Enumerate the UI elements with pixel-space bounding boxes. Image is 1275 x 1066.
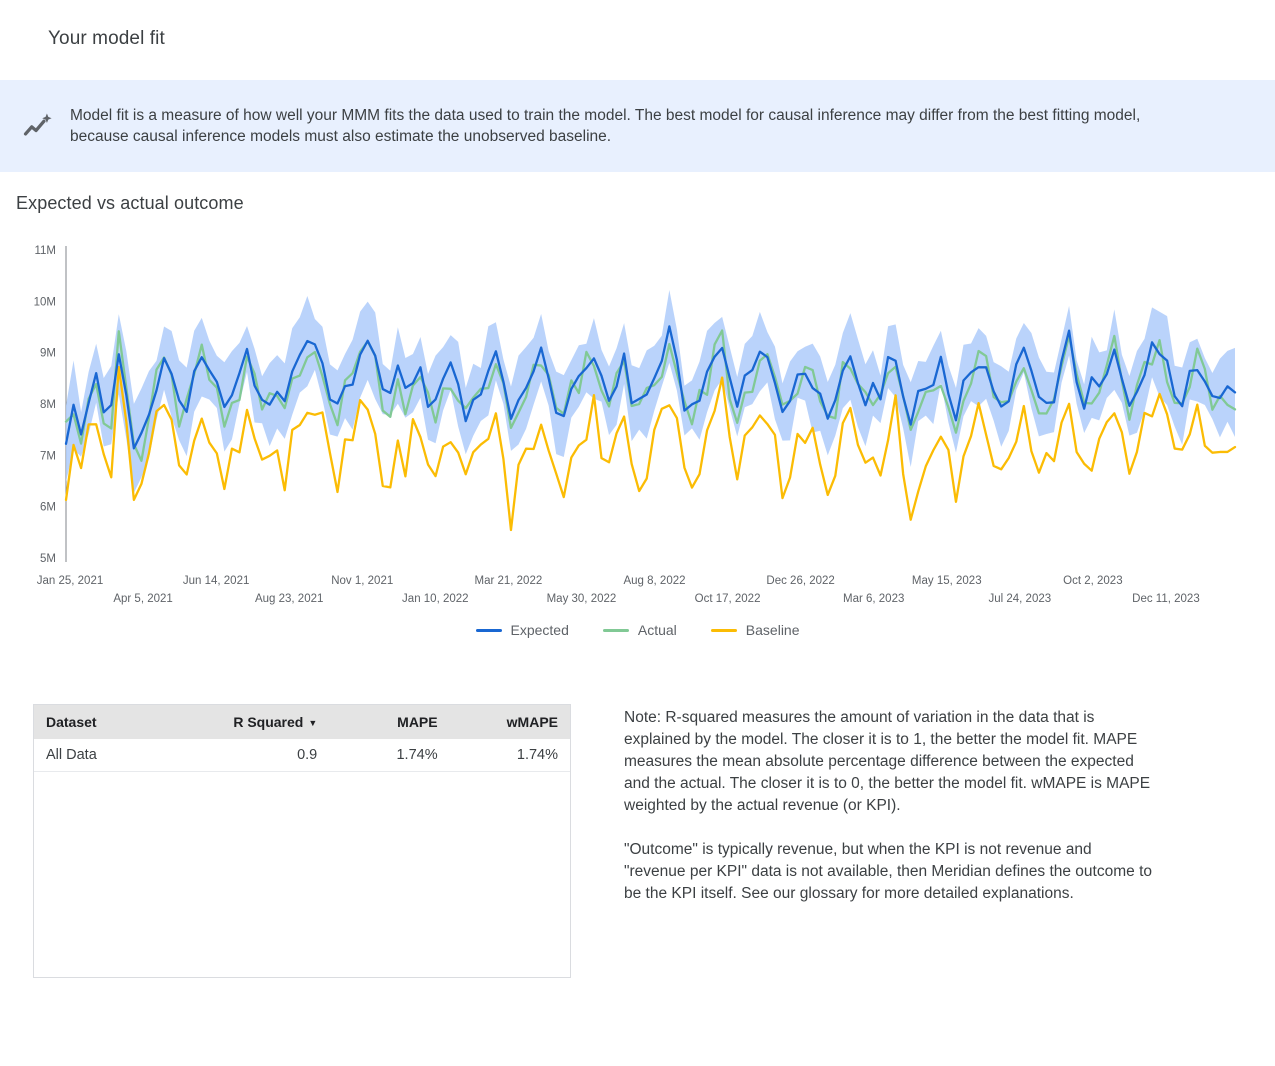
legend-label-baseline: Baseline [745, 622, 800, 638]
table-header-row: Dataset R Squared ▼ MAPE wMAPE [34, 705, 570, 739]
info-banner-text: Model fit is a measure of how well your … [70, 107, 1141, 145]
y-axis-tick-label: 9M [40, 348, 56, 360]
chart-title: Expected vs actual outcome [16, 193, 244, 213]
note-paragraph-2: "Outcome" is typically revenue, but when… [624, 841, 1152, 902]
x-axis-tick-label: Dec 11, 2023 [1132, 593, 1200, 605]
y-axis-tick-label: 10M [34, 296, 56, 308]
x-axis-tick-label: Dec 26, 2022 [766, 575, 834, 587]
table-row[interactable]: All Data 0.9 1.74% 1.74% [34, 739, 570, 772]
legend-label-expected: Expected [510, 622, 569, 638]
confidence-band [66, 290, 1235, 493]
legend-item-expected[interactable]: Expected [475, 622, 569, 638]
chart-svg: 11M 10M 9M 8M 7M 6M 5M Jan 25, 2021 Apr 5, 2021 J… [34, 245, 1237, 605]
notes-column: Note: R-squared measures the amount of v… [624, 707, 1154, 927]
x-axis-tick-label: Aug 8, 2022 [623, 575, 685, 587]
y-axis-tick-label: 6M [40, 502, 56, 514]
x-axis-tick-label: Jun 14, 2021 [183, 575, 250, 587]
x-axis-tick-label: Nov 1, 2021 [331, 575, 393, 587]
chart-legend: Expected Actual Baseline [0, 622, 1275, 638]
series-line-baseline [64, 365, 1237, 532]
x-axis-tick-label: Jan 25, 2021 [37, 575, 104, 587]
auto-graph-sparkle-icon [18, 106, 58, 146]
cell-wmape: 1.74% [449, 739, 570, 772]
card-header: Your model fit [0, 0, 1275, 80]
legend-swatch-baseline [710, 628, 737, 632]
legend-item-actual[interactable]: Actual [602, 622, 677, 638]
x-axis-tick-label: Jan 10, 2022 [402, 593, 469, 605]
x-axis-tick-label: Apr 5, 2021 [113, 593, 172, 605]
x-axis-tick-label: Mar 6, 2023 [843, 593, 904, 605]
column-header-wmape[interactable]: wMAPE [449, 705, 570, 739]
y-axis-tick-label: 11M [34, 245, 56, 257]
cell-mape: 1.74% [329, 739, 450, 772]
y-axis-tick-label: 7M [40, 450, 56, 462]
legend-swatch-actual [602, 628, 629, 632]
legend-swatch-expected [475, 628, 502, 632]
cell-dataset: All Data [34, 739, 196, 772]
x-axis-tick-label: Mar 21, 2022 [474, 575, 542, 587]
expected-vs-actual-chart[interactable]: 11M 10M 9M 8M 7M 6M 5M Jan 25, 2021 Apr 5, 2021 J… [0, 232, 1275, 652]
cell-r-squared: 0.9 [195, 739, 330, 772]
page-title: Your model fit [48, 28, 165, 49]
y-axis-tick-label: 5M [40, 553, 56, 565]
x-axis-tick-label: Oct 17, 2022 [695, 593, 761, 605]
note-paragraph-1: Note: R-squared measures the amount of v… [624, 709, 1151, 814]
model-fit-metrics-table: Dataset R Squared ▼ MAPE wMAPE All Data 0… [33, 704, 571, 978]
y-axis-tick-label: 8M [40, 399, 56, 411]
column-header-mape[interactable]: MAPE [329, 705, 450, 739]
x-axis-tick-label: May 30, 2022 [547, 593, 617, 605]
column-header-r-squared[interactable]: R Squared ▼ [195, 705, 330, 739]
x-axis-tick-label: May 15, 2023 [912, 575, 982, 587]
column-header-dataset[interactable]: Dataset [34, 705, 196, 739]
legend-item-baseline[interactable]: Baseline [710, 622, 800, 638]
caret-down-icon: ▼ [308, 718, 318, 729]
x-axis-tick-label: Jul 24, 2023 [988, 593, 1051, 605]
series-line-expected [64, 325, 1237, 450]
x-axis-tick-label: Oct 2, 2023 [1063, 575, 1122, 587]
legend-label-actual: Actual [637, 622, 677, 638]
info-banner: Model fit is a measure of how well your … [0, 80, 1275, 172]
x-axis-tick-label: Aug 23, 2021 [255, 593, 323, 605]
